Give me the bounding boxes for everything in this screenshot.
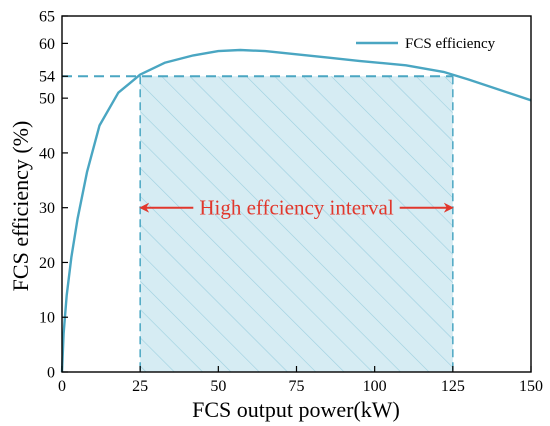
x-axis-title: FCS output power(kW) <box>192 397 400 422</box>
legend-label-0: FCS efficiency <box>405 36 496 52</box>
x-tick-label: 100 <box>363 378 387 395</box>
y-tick-label: 60 <box>39 36 55 53</box>
high-efficiency-hatch <box>140 76 453 372</box>
y-tick-label: 65 <box>39 9 55 26</box>
x-tick-label: 125 <box>441 378 465 395</box>
x-tick-label: 75 <box>289 378 305 395</box>
x-tick-label: 0 <box>58 378 66 395</box>
y-tick-label: 20 <box>39 255 55 272</box>
y-tick-label: 0 <box>47 365 55 382</box>
y-tick-label: 50 <box>39 91 55 108</box>
y-tick-label: 10 <box>39 310 55 327</box>
series-line-0 <box>60 48 532 373</box>
x-tick-label: 150 <box>519 378 543 395</box>
annotation-text: High effciency interval <box>199 196 394 220</box>
y-tick-label: 30 <box>39 200 55 217</box>
y-axis-title: FCS efficiency (%) <box>8 121 33 292</box>
y-tick-label: 40 <box>39 145 55 162</box>
x-tick-label: 25 <box>132 378 148 395</box>
x-tick-label: 50 <box>210 378 226 395</box>
y-tick-label: 54 <box>39 69 55 86</box>
